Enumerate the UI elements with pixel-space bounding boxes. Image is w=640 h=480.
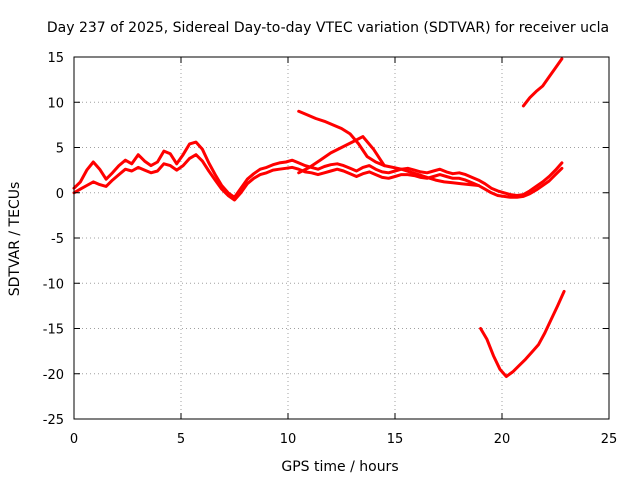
y-tick-label: -25 [43, 413, 64, 428]
chart-title: Day 237 of 2025, Sidereal Day-to-day VTE… [47, 20, 609, 36]
series-line-track-3 [297, 109, 480, 187]
y-tick-label: 5 [56, 142, 64, 157]
x-tick-label: 20 [494, 432, 511, 447]
series-line-track-4 [297, 135, 386, 175]
series-line-track-5 [521, 57, 564, 108]
series-group [72, 57, 566, 378]
y-tick-label: 15 [47, 51, 64, 66]
x-tick-label: 0 [70, 432, 78, 447]
series-line-track-1 [72, 140, 564, 199]
y-tick-label: 10 [47, 96, 64, 111]
series-line-track-2 [72, 153, 564, 202]
x-tick-label: 10 [280, 432, 297, 447]
x-tick-labels: 0 5 10 15 20 25 [70, 432, 617, 447]
y-tick-label: 0 [56, 187, 64, 202]
y-tick-labels: -25 -20 -15 -10 -5 0 5 10 15 [43, 51, 64, 428]
x-tick-label: 25 [601, 432, 618, 447]
axis-ticks [73, 56, 610, 420]
x-tick-label: 5 [177, 432, 185, 447]
x-tick-label: 15 [387, 432, 404, 447]
y-tick-label: -15 [43, 323, 64, 338]
y-tick-label: -10 [43, 277, 64, 292]
y-axis-label: SDTVAR / TECUs [7, 182, 23, 297]
series-line-track-6 [479, 289, 566, 378]
grid [74, 57, 609, 419]
y-tick-label: -20 [43, 368, 64, 383]
y-tick-label: -5 [51, 232, 64, 247]
x-axis-label: GPS time / hours [281, 459, 398, 475]
